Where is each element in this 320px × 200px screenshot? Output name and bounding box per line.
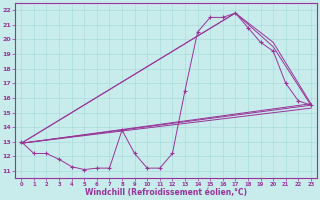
X-axis label: Windchill (Refroidissement éolien,°C): Windchill (Refroidissement éolien,°C) [85, 188, 247, 197]
